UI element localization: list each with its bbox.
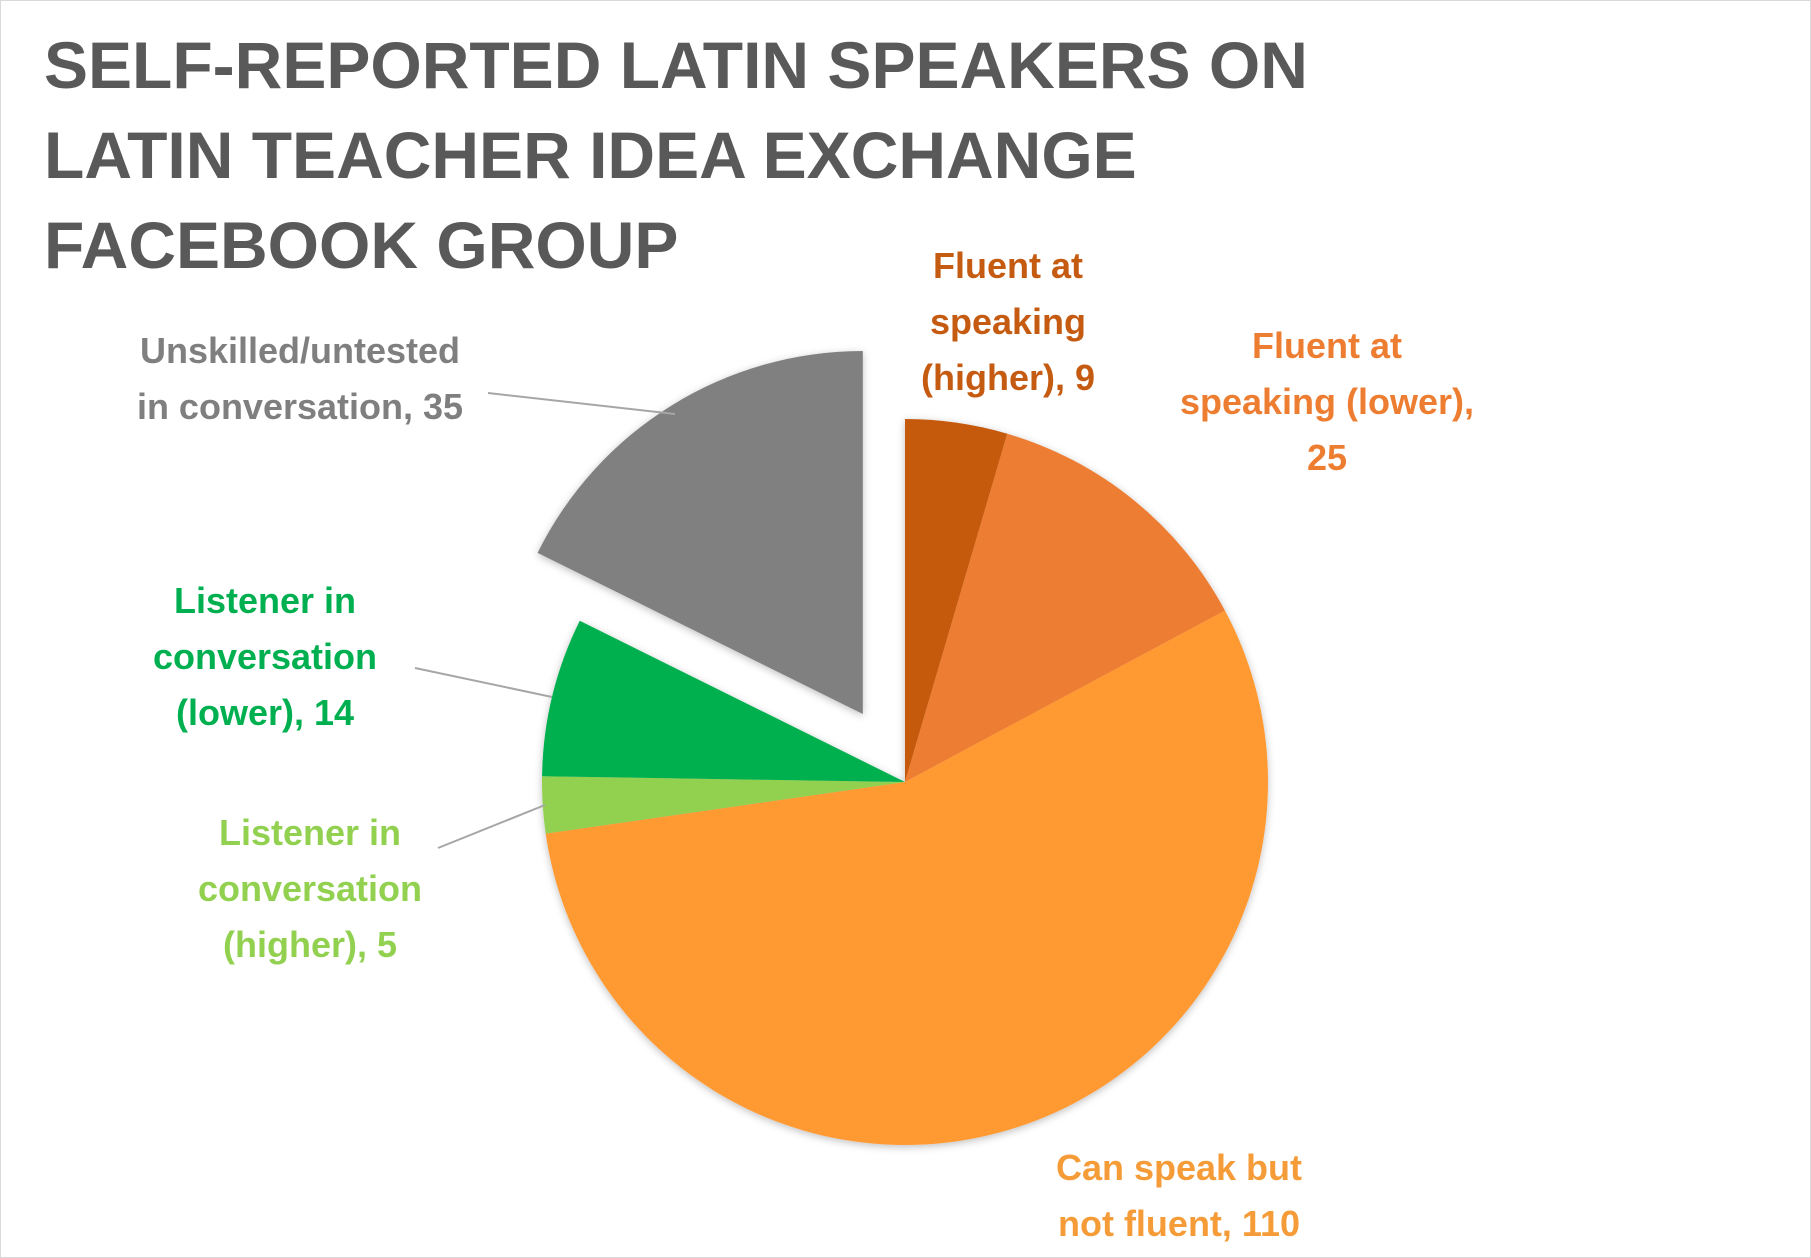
data-label-line: (lower), 14 bbox=[176, 692, 354, 733]
data-label-fluent-at-speaking-higher: Fluent at speaking (higher), 9 bbox=[921, 245, 1095, 398]
data-label-fluent-at-speaking-lower: Fluent at speaking (lower), 25 bbox=[1180, 325, 1474, 478]
pie-slice-unskilled-untested-in-conversation bbox=[537, 351, 863, 715]
title-line-3: FACEBOOK GROUP bbox=[44, 208, 678, 282]
data-label-line: conversation bbox=[153, 636, 377, 677]
data-label-line: Unskilled/untested bbox=[140, 330, 460, 371]
data-label-line: speaking (lower), bbox=[1180, 381, 1474, 422]
data-label-line: not fluent, 110 bbox=[1058, 1203, 1300, 1244]
data-labels: Fluent at speaking (higher), 9 Fluent at spe… bbox=[137, 245, 1474, 1244]
data-label-line: Listener in bbox=[219, 812, 401, 853]
chart-title: SELF-REPORTED LATIN SPEAKERS ON LATIN TE… bbox=[44, 28, 1308, 282]
pie-slice-can-speak-but-not-fluent bbox=[545, 610, 1269, 1146]
data-label-line: Can speak but bbox=[1056, 1147, 1302, 1188]
data-label-listener-in-conversation-lower: Listener in conversation (lower), 14 bbox=[153, 580, 377, 733]
data-label-line: speaking bbox=[930, 301, 1086, 342]
data-label-unskilled-untested-in-conversation: Unskilled/untested in conversation, 35 bbox=[137, 330, 463, 427]
pie-slice-listener-in-conversation-lower bbox=[542, 620, 905, 782]
title-line-1: SELF-REPORTED LATIN SPEAKERS ON bbox=[44, 28, 1308, 102]
pie-slice-listener-in-conversation-higher bbox=[542, 776, 905, 834]
data-label-line: (higher), 5 bbox=[223, 924, 397, 965]
pie-slice-fluent-at-speaking-lower bbox=[905, 433, 1225, 782]
leader-lines bbox=[414, 392, 676, 849]
data-label-line: conversation bbox=[198, 868, 422, 909]
data-label-line: Listener in bbox=[174, 580, 356, 621]
leader-line-5 bbox=[487, 392, 676, 415]
data-label-can-speak-but-not-fluent: Can speak but not fluent, 110 bbox=[1056, 1147, 1302, 1244]
pie-slice-fluent-at-speaking-higher bbox=[905, 419, 1008, 782]
pie-slices bbox=[537, 351, 1269, 1146]
data-label-line: Fluent at bbox=[1252, 325, 1402, 366]
leader-line-4 bbox=[414, 667, 553, 698]
data-label-line: 25 bbox=[1307, 437, 1347, 478]
data-label-listener-in-conversation-higher: Listener in conversation (higher), 5 bbox=[198, 812, 422, 965]
data-label-line: Fluent at bbox=[933, 245, 1083, 286]
leader-line-3 bbox=[437, 804, 546, 849]
title-line-2: LATIN TEACHER IDEA EXCHANGE bbox=[44, 118, 1137, 192]
data-label-line: (higher), 9 bbox=[921, 357, 1095, 398]
data-label-line: in conversation, 35 bbox=[137, 386, 463, 427]
